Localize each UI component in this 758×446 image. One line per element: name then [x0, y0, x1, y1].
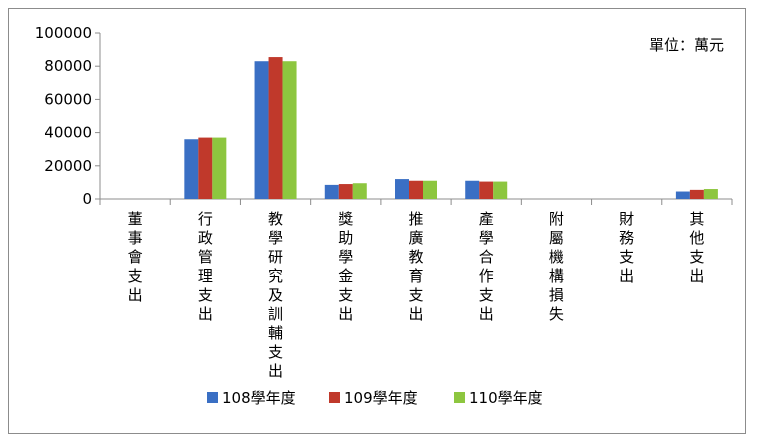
bar [324, 184, 339, 199]
legend-label: 110學年度 [469, 389, 543, 407]
bar [409, 180, 423, 199]
category-label: 推廣教育支出 [408, 210, 423, 323]
bars [184, 57, 718, 199]
bar [703, 189, 718, 199]
category-label: 產學合作支出 [479, 210, 494, 323]
category-label: 獎助學金支出 [338, 210, 353, 323]
category-label: 其他支出 [689, 210, 704, 285]
category-label: 行政管理支出 [198, 210, 213, 323]
bar [479, 181, 494, 199]
category-label: 董事會支出 [128, 210, 143, 304]
y-tick-label: 100000 [35, 24, 92, 42]
x-axis [99, 198, 733, 205]
y-tick-label: 40000 [44, 124, 92, 142]
bar [689, 189, 704, 199]
legend-swatch [207, 392, 218, 403]
legend-label: 108學年度 [222, 389, 296, 407]
y-tick-label: 80000 [44, 57, 92, 75]
bar [282, 61, 297, 199]
bar [184, 139, 199, 199]
bar [465, 180, 480, 199]
bar [423, 180, 437, 199]
category-label: 財務支出 [619, 210, 634, 285]
bar [395, 179, 409, 199]
chart-frame [8, 8, 746, 434]
legend-swatch [329, 392, 340, 403]
y-tick-label: 60000 [44, 90, 92, 108]
category-labels: 董事會支出 行政管理支出 教學研究及訓輔支出 獎助學金支出 推廣教育支出 產學合作支出 附屬… [128, 210, 705, 380]
bar [493, 181, 508, 199]
legend: 108學年度 109學年度 110學年度 [207, 389, 543, 407]
y-tick-label: 0 [82, 190, 92, 208]
bar [338, 184, 353, 199]
bar [352, 183, 367, 199]
bar [198, 137, 213, 199]
unit-label: 單位：萬元 [649, 36, 724, 54]
bar [254, 61, 269, 199]
bar [212, 137, 227, 199]
category-label: 附屬機構損失 [549, 210, 564, 323]
category-label: 教學研究及訓輔支出 [268, 210, 283, 380]
bar [268, 57, 283, 199]
legend-label: 109學年度 [344, 389, 418, 407]
bar [675, 191, 690, 199]
y-tick-label: 20000 [44, 157, 92, 175]
legend-swatch [454, 392, 465, 403]
y-axis: 0 20000 40000 60000 80000 100000 [35, 24, 101, 208]
